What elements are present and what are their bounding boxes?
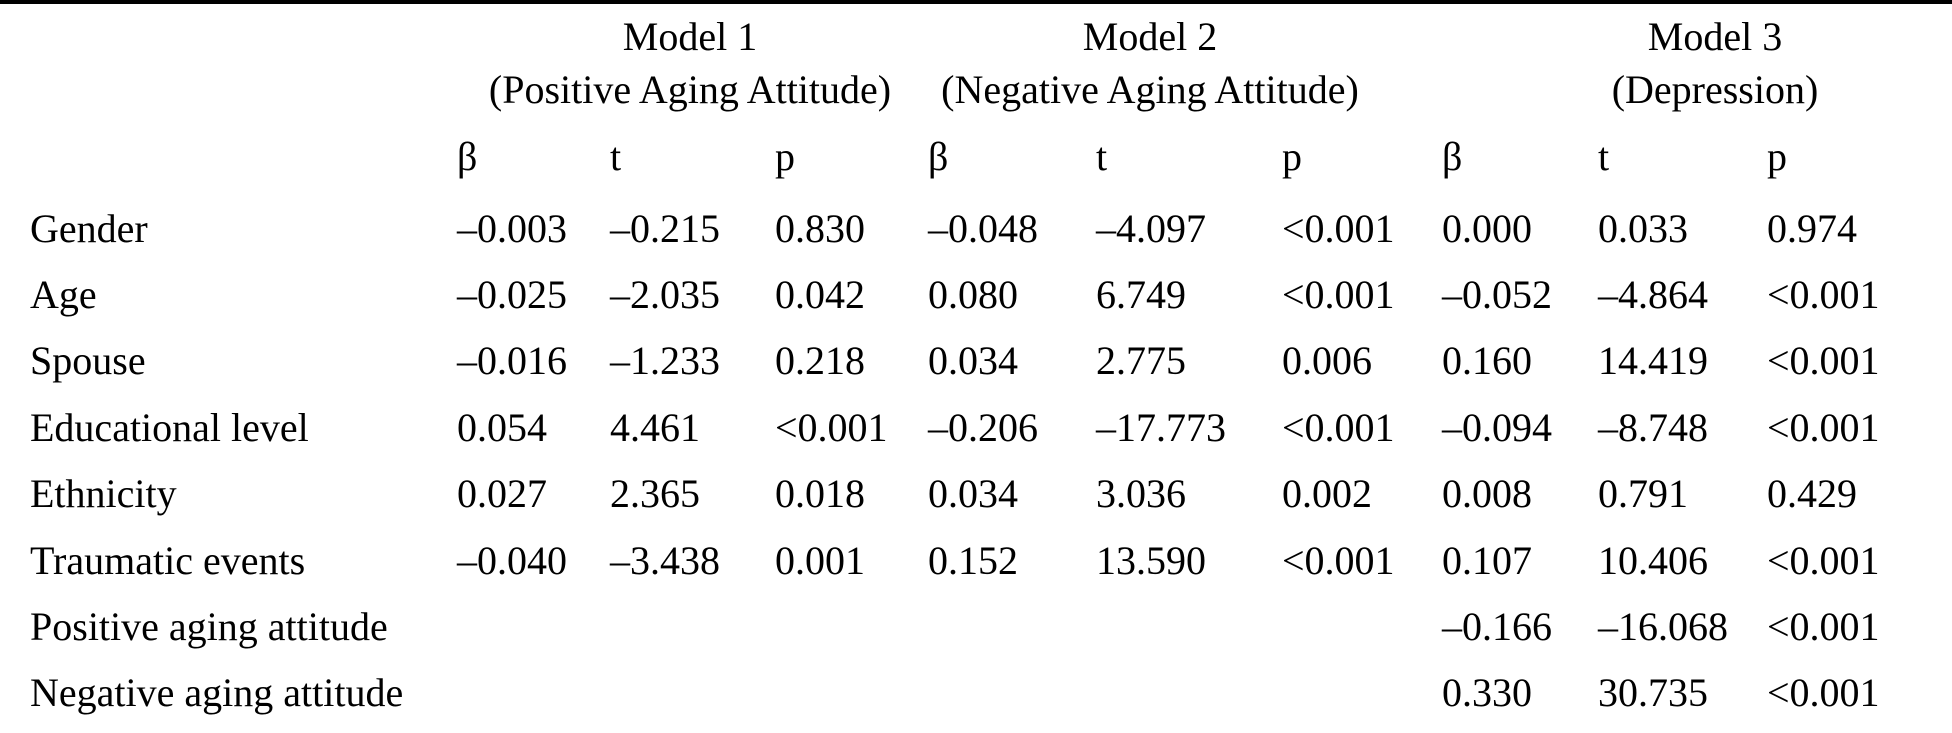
col-header-2: p xyxy=(775,134,795,179)
value-cell: 14.419 xyxy=(1598,338,1708,384)
value-cell: <0.001 xyxy=(1282,205,1395,251)
value-cell: 13.590 xyxy=(1096,537,1206,583)
value-cell: –4.864 xyxy=(1598,272,1708,318)
value-cell: –0.215 xyxy=(610,205,720,251)
value-cell: –0.016 xyxy=(457,338,567,384)
value-cell: 0.107 xyxy=(1442,537,1532,583)
row-label: Educational level xyxy=(30,404,309,450)
value-cell: 3.036 xyxy=(1096,471,1186,517)
row-label: Negative aging attitude xyxy=(30,670,404,716)
value-cell: 4.461 xyxy=(610,404,700,450)
value-cell: <0.001 xyxy=(1282,404,1395,450)
row-label: Gender xyxy=(30,205,148,251)
col-header-5: p xyxy=(1282,134,1302,179)
value-cell: –3.438 xyxy=(610,537,720,583)
value-cell: 0.018 xyxy=(775,471,865,517)
value-cell: –0.094 xyxy=(1442,404,1552,450)
value-cell: <0.001 xyxy=(1767,604,1880,650)
table-row: Ethnicity 0.027 2.365 0.018 0.034 3.036 0.002 0… xyxy=(0,461,1952,527)
value-cell: –8.748 xyxy=(1598,404,1708,450)
value-cell: –4.097 xyxy=(1096,205,1206,251)
value-cell: –0.166 xyxy=(1442,604,1552,650)
value-cell: 2.775 xyxy=(1096,338,1186,384)
value-cell: –17.773 xyxy=(1096,404,1226,450)
table-row: Positive aging attitude –0.166 –16.068 <0.0… xyxy=(0,593,1952,659)
table-body: Gender –0.003 –0.215 0.830 –0.048 –4.097 <0.00… xyxy=(0,195,1952,726)
value-cell: 2.365 xyxy=(610,471,700,517)
value-cell: 0.034 xyxy=(928,471,1018,517)
value-cell: –0.052 xyxy=(1442,272,1552,318)
value-cell: 0.000 xyxy=(1442,205,1532,251)
value-cell: –16.068 xyxy=(1598,604,1728,650)
model-group-headers: Model 1 (Positive Aging Attitude) Model … xyxy=(0,4,1952,118)
value-cell: 0.429 xyxy=(1767,471,1857,517)
col-header-6: β xyxy=(1442,134,1463,179)
value-cell: 0.152 xyxy=(928,537,1018,583)
col-header-4: t xyxy=(1096,134,1108,179)
value-cell: 0.034 xyxy=(928,338,1018,384)
row-label: Traumatic events xyxy=(30,537,306,583)
value-cell: 0.027 xyxy=(457,471,547,517)
value-cell: <0.001 xyxy=(1767,272,1880,318)
col-header-3: β xyxy=(928,134,949,179)
table-row: Age –0.025 –2.035 0.042 0.080 6.749 <0.001 –0.0… xyxy=(0,261,1952,327)
row-label: Age xyxy=(30,272,97,318)
model-2-header: Model 2 (Negative Aging Attitude) xyxy=(880,10,1420,116)
table-row: Gender –0.003 –0.215 0.830 –0.048 –4.097 <0.00… xyxy=(0,195,1952,261)
value-cell: <0.001 xyxy=(1767,338,1880,384)
value-cell: 0.042 xyxy=(775,272,865,318)
model-1-title: Model 1 xyxy=(622,14,758,59)
col-header-0: β xyxy=(457,134,478,179)
value-cell: –0.048 xyxy=(928,205,1038,251)
value-cell: 0.218 xyxy=(775,338,865,384)
value-cell: 6.749 xyxy=(1096,272,1186,318)
value-cell: 0.033 xyxy=(1598,205,1688,251)
value-cell: <0.001 xyxy=(1767,404,1880,450)
value-cell: 0.160 xyxy=(1442,338,1532,384)
value-cell: <0.001 xyxy=(1767,537,1880,583)
model-3-header: Model 3 (Depression) xyxy=(1460,10,1952,116)
table-row: Spouse –0.016 –1.233 0.218 0.034 2.775 0.006 0.… xyxy=(0,328,1952,394)
table-rule-bottom xyxy=(0,0,1952,4)
value-cell: –0.040 xyxy=(457,537,567,583)
model-1-header: Model 1 (Positive Aging Attitude) xyxy=(410,10,970,116)
value-cell: 0.001 xyxy=(775,537,865,583)
value-cell: 30.735 xyxy=(1598,670,1708,716)
value-cell: 0.006 xyxy=(1282,338,1372,384)
model-2-title: Model 2 xyxy=(1082,14,1218,59)
table-row: Educational level 0.054 4.461 <0.001 –0.206 –… xyxy=(0,394,1952,460)
value-cell: <0.001 xyxy=(1282,537,1395,583)
value-cell: <0.001 xyxy=(775,404,888,450)
value-cell: –0.003 xyxy=(457,205,567,251)
value-cell: –1.233 xyxy=(610,338,720,384)
value-cell: 0.008 xyxy=(1442,471,1532,517)
value-cell: 0.974 xyxy=(1767,205,1857,251)
row-label: Ethnicity xyxy=(30,471,177,517)
value-cell: 0.791 xyxy=(1598,471,1688,517)
value-cell: –0.025 xyxy=(457,272,567,318)
model-2-subtitle: (Negative Aging Attitude) xyxy=(941,67,1359,112)
value-cell: –2.035 xyxy=(610,272,720,318)
value-cell: 0.080 xyxy=(928,272,1018,318)
value-cell: 0.002 xyxy=(1282,471,1372,517)
col-header-8: p xyxy=(1767,134,1787,179)
value-cell: <0.001 xyxy=(1767,670,1880,716)
row-label: Positive aging attitude xyxy=(30,604,388,650)
value-cell: –0.206 xyxy=(928,404,1038,450)
col-header-7: t xyxy=(1598,134,1610,179)
value-cell: 0.330 xyxy=(1442,670,1532,716)
value-cell: 10.406 xyxy=(1598,537,1708,583)
value-cell: 0.054 xyxy=(457,404,547,450)
value-cell: 0.830 xyxy=(775,205,865,251)
model-1-subtitle: (Positive Aging Attitude) xyxy=(488,67,892,112)
row-label: Spouse xyxy=(30,338,146,384)
table-row: Traumatic events –0.040 –3.438 0.001 0.152 13… xyxy=(0,527,1952,593)
value-cell: <0.001 xyxy=(1282,272,1395,318)
col-header-1: t xyxy=(610,134,622,179)
model-3-title: Model 3 xyxy=(1647,14,1783,59)
model-3-subtitle: (Depression) xyxy=(1611,67,1819,112)
table-row: Negative aging attitude 0.330 30.735 <0.001 xyxy=(0,660,1952,726)
